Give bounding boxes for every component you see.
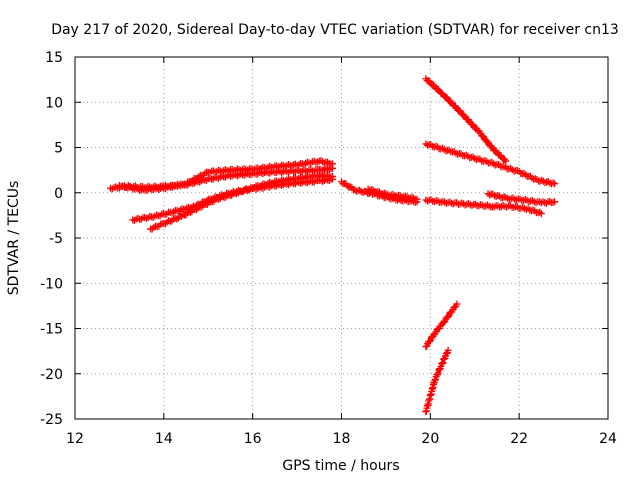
- data-point: [435, 366, 443, 374]
- data-point: [439, 359, 447, 367]
- series-track-8: [422, 140, 559, 188]
- data-point: [431, 376, 439, 384]
- data-point: [496, 203, 504, 211]
- data-point: [486, 191, 494, 199]
- data-point: [273, 162, 281, 170]
- data-point: [502, 157, 510, 165]
- data-point: [551, 198, 559, 206]
- x-tick-label: 20: [421, 431, 439, 447]
- data-point: [325, 166, 333, 174]
- y-tick-label: -25: [40, 412, 63, 428]
- data-point: [533, 175, 541, 183]
- data-point: [329, 160, 337, 168]
- data-point: [422, 140, 430, 148]
- data-point: [460, 111, 468, 119]
- y-tick-label: 15: [45, 50, 63, 66]
- data-point: [324, 171, 332, 179]
- axis-ticks: 12 14 16 18 20 22 24 -25 -20 -15 -10 -5 0 5 10 15: [40, 50, 617, 447]
- data-point: [324, 165, 332, 173]
- plot-frame: [74, 56, 609, 420]
- grid-lines: [75, 57, 608, 419]
- data-point: [320, 159, 328, 167]
- series-track-7: [422, 75, 510, 165]
- series-track-9: [422, 196, 545, 218]
- x-tick-label: 24: [599, 431, 617, 447]
- data-point: [197, 203, 205, 211]
- data-point: [537, 210, 545, 218]
- y-tick-label: 0: [54, 186, 63, 202]
- data-point: [150, 223, 158, 231]
- series-track-6: [364, 185, 421, 204]
- data-point: [161, 220, 169, 228]
- series-track-11: [422, 300, 461, 351]
- data-point: [291, 160, 299, 168]
- data-point: [522, 171, 530, 179]
- y-tick-label: 10: [45, 95, 63, 111]
- y-tick-label: -15: [40, 322, 63, 338]
- data-markers: [107, 75, 559, 416]
- data-point: [194, 204, 202, 212]
- data-point: [444, 313, 452, 321]
- series-track-10: [484, 190, 559, 207]
- x-tick-label: 18: [333, 431, 351, 447]
- data-point: [329, 172, 337, 180]
- data-point: [549, 179, 557, 187]
- data-point: [453, 300, 461, 308]
- data-point: [163, 210, 171, 218]
- data-point: [434, 371, 442, 379]
- data-point: [549, 198, 557, 206]
- y-tick-label: 5: [54, 141, 63, 157]
- series-track-2: [115, 157, 337, 195]
- y-axis-label: SDTVAR / TECUs: [6, 181, 22, 296]
- data-point: [536, 208, 544, 216]
- data-point: [508, 166, 516, 174]
- x-tick-label: 16: [244, 431, 262, 447]
- data-point: [413, 195, 421, 203]
- data-point: [551, 180, 559, 188]
- data-point: [438, 359, 446, 367]
- data-point: [479, 132, 487, 140]
- chart-title: Day 217 of 2020, Sidereal Day-to-day VTE…: [51, 22, 619, 38]
- y-tick-label: -5: [49, 231, 63, 247]
- x-axis-label: GPS time / hours: [282, 458, 399, 474]
- x-tick-label: 14: [155, 431, 173, 447]
- data-point: [425, 338, 433, 346]
- series-track-4: [147, 171, 337, 233]
- data-point: [187, 178, 195, 186]
- data-point: [410, 194, 418, 202]
- data-point: [440, 145, 448, 153]
- x-tick-label: 12: [66, 431, 84, 447]
- data-point: [205, 198, 213, 206]
- data-point: [178, 205, 186, 213]
- data-point: [400, 193, 408, 201]
- y-tick-label: -20: [40, 367, 63, 383]
- data-point: [241, 186, 249, 194]
- data-point: [527, 197, 535, 205]
- data-point: [163, 218, 171, 226]
- data-point: [475, 202, 483, 210]
- y-tick-label: -10: [40, 276, 63, 292]
- data-point: [485, 202, 493, 210]
- data-point: [483, 157, 491, 165]
- data-point: [195, 173, 203, 181]
- data-point: [495, 192, 503, 200]
- data-point: [464, 152, 472, 160]
- data-point: [359, 188, 367, 196]
- data-point: [315, 157, 323, 165]
- data-point: [483, 137, 491, 145]
- series-track-12: [422, 346, 452, 416]
- data-point: [216, 194, 224, 202]
- x-tick-label: 22: [510, 431, 528, 447]
- data-point: [520, 169, 528, 177]
- data-point: [444, 346, 452, 354]
- data-point: [442, 93, 450, 101]
- data-point: [430, 81, 438, 89]
